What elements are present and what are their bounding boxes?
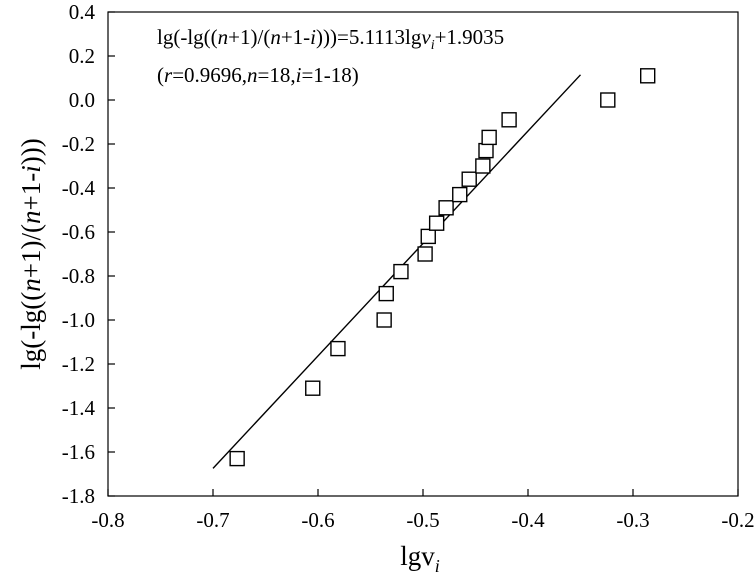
y-tick-label: -1.0 [62, 308, 95, 332]
x-tick-label: -0.3 [616, 508, 649, 532]
stats-annotation: (r=0.9696,n=18,i=1-18) [157, 63, 359, 87]
data-point [481, 129, 497, 146]
x-tick-label: -0.4 [511, 508, 545, 532]
y-tick-label: 0.2 [69, 44, 95, 68]
data-points [229, 68, 656, 467]
x-tick-label: -0.7 [196, 508, 229, 532]
x-axis: -0.8 -0.7 -0.6 -0.5 -0.4 -0.3 -0.2 [91, 489, 755, 532]
x-tick-label: -0.6 [301, 508, 334, 532]
data-point [600, 92, 616, 108]
y-tick-label: -1.4 [62, 396, 96, 420]
y-tick-label: 0.0 [69, 88, 95, 112]
equation-annotation: lg(-lg((n+1)/(n+1-i)))=5.1113lgvi+1.9035 [157, 25, 504, 53]
y-tick-label: -1.8 [62, 484, 95, 508]
x-tick-label: -0.8 [91, 508, 124, 532]
y-tick-label: 0.4 [69, 0, 96, 24]
data-point [305, 380, 321, 396]
data-point [475, 158, 491, 174]
y-tick-label: -0.6 [62, 220, 95, 244]
data-point [640, 68, 656, 84]
data-point [438, 200, 454, 216]
data-point [501, 112, 517, 128]
y-tick-label: -1.6 [62, 440, 95, 464]
data-point [428, 215, 445, 231]
data-point [393, 263, 409, 280]
data-point [417, 246, 433, 262]
data-point [478, 142, 494, 159]
x-axis-title: lgvi [400, 541, 440, 576]
y-tick-label: -0.2 [62, 132, 95, 156]
y-tick-label: -0.4 [62, 176, 96, 200]
data-point [330, 340, 346, 357]
data-point [378, 285, 394, 302]
data-point [376, 312, 392, 328]
x-tick-label: -0.2 [721, 508, 754, 532]
data-point [452, 186, 468, 203]
data-point [420, 228, 436, 245]
y-axis: -1.8 -1.6 -1.4 -1.2 -1.0 -0.8 -0.6 -0.4 -0.2 0.0 0… [62, 0, 115, 508]
x-tick-label: -0.5 [406, 508, 439, 532]
data-point [229, 450, 245, 467]
data-point [461, 171, 477, 187]
y-tick-label: -0.8 [62, 264, 95, 288]
y-axis-title: lg(-lg((n+1)/(n+1-i))) [16, 138, 46, 369]
y-tick-label: -1.2 [62, 352, 95, 376]
